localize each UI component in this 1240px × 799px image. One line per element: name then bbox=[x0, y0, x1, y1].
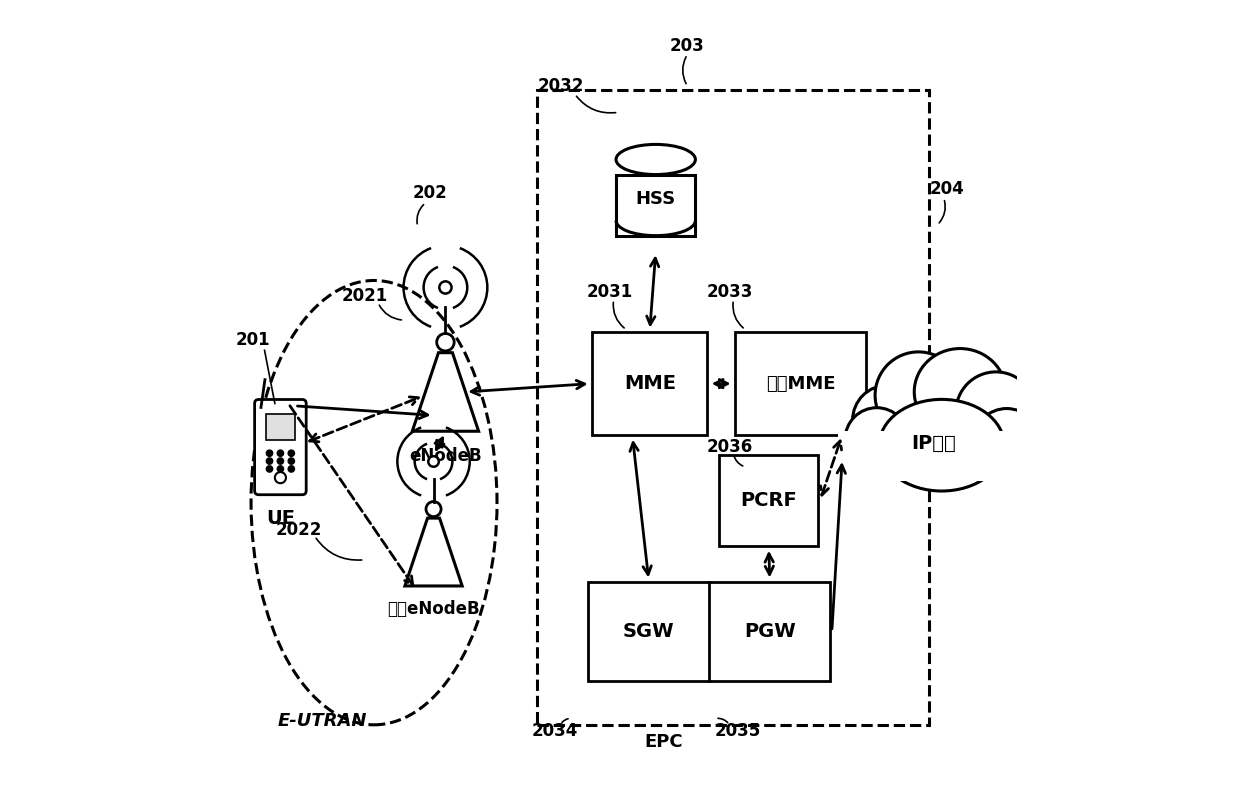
Circle shape bbox=[278, 466, 284, 472]
Text: 其它MME: 其它MME bbox=[766, 375, 836, 392]
Text: UE: UE bbox=[265, 509, 295, 528]
Ellipse shape bbox=[973, 408, 1040, 475]
Bar bbox=[267, 414, 295, 440]
Text: 2031: 2031 bbox=[587, 284, 632, 301]
Bar bbox=[719, 455, 818, 547]
Text: EPC: EPC bbox=[645, 733, 683, 751]
Text: E-UTRAN: E-UTRAN bbox=[278, 712, 367, 729]
Polygon shape bbox=[405, 518, 463, 586]
Circle shape bbox=[428, 456, 439, 467]
Ellipse shape bbox=[879, 400, 1004, 491]
Text: 2035: 2035 bbox=[714, 722, 760, 740]
Text: 204: 204 bbox=[930, 181, 965, 198]
Ellipse shape bbox=[914, 348, 1006, 435]
Text: 202: 202 bbox=[412, 185, 446, 202]
Text: 2036: 2036 bbox=[707, 438, 753, 456]
Text: IP业务: IP业务 bbox=[911, 434, 956, 453]
Circle shape bbox=[275, 472, 286, 483]
Circle shape bbox=[288, 450, 294, 456]
Text: 2021: 2021 bbox=[341, 288, 388, 305]
Circle shape bbox=[278, 458, 284, 464]
Text: eNodeB: eNodeB bbox=[409, 447, 482, 465]
Bar bbox=[837, 431, 1033, 481]
Text: PGW: PGW bbox=[744, 622, 796, 641]
Ellipse shape bbox=[846, 407, 909, 471]
Text: 2022: 2022 bbox=[275, 522, 322, 539]
Bar bbox=[735, 332, 866, 435]
FancyBboxPatch shape bbox=[254, 400, 306, 495]
Text: HSS: HSS bbox=[636, 189, 676, 208]
Ellipse shape bbox=[616, 145, 696, 174]
Circle shape bbox=[427, 502, 441, 517]
Bar bbox=[616, 174, 696, 236]
Text: 2034: 2034 bbox=[532, 722, 578, 740]
Bar bbox=[588, 582, 831, 682]
Text: SGW: SGW bbox=[622, 622, 675, 641]
Text: 其它eNodeB: 其它eNodeB bbox=[387, 600, 480, 618]
Circle shape bbox=[288, 458, 294, 464]
Text: 201: 201 bbox=[236, 331, 270, 349]
Ellipse shape bbox=[956, 372, 1035, 452]
Bar bbox=[537, 90, 930, 725]
Text: MME: MME bbox=[624, 374, 676, 393]
Polygon shape bbox=[412, 352, 479, 431]
Bar bbox=[593, 332, 707, 435]
Circle shape bbox=[288, 466, 294, 472]
Circle shape bbox=[267, 458, 273, 464]
Ellipse shape bbox=[875, 352, 962, 439]
Ellipse shape bbox=[853, 385, 923, 455]
Circle shape bbox=[439, 281, 451, 293]
Circle shape bbox=[267, 450, 273, 456]
Circle shape bbox=[267, 466, 273, 472]
Text: 203: 203 bbox=[670, 38, 704, 55]
Circle shape bbox=[278, 450, 284, 456]
Circle shape bbox=[436, 333, 454, 351]
Text: 2033: 2033 bbox=[707, 284, 753, 301]
Text: PCRF: PCRF bbox=[740, 491, 797, 511]
Text: 2032: 2032 bbox=[537, 77, 584, 95]
